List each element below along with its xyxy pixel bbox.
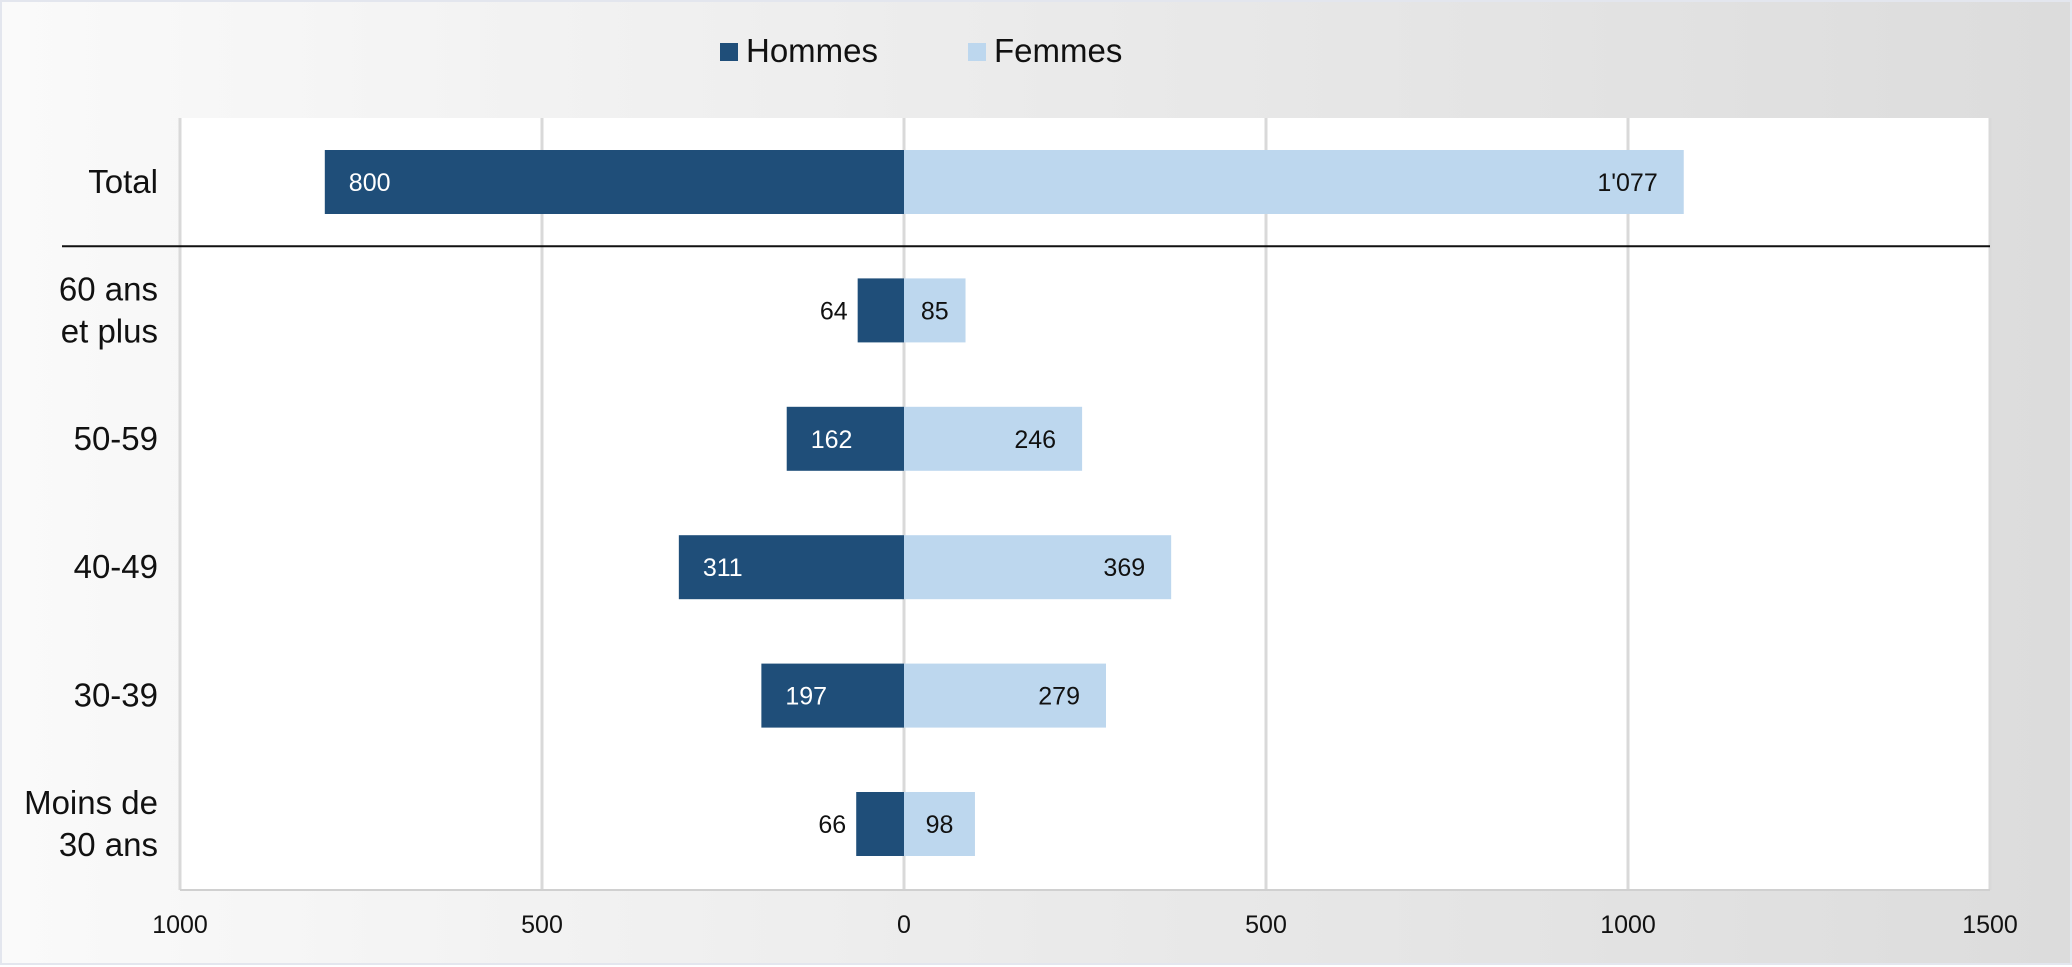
x-tick-label: 0 [897, 911, 911, 939]
x-tick-label: 1000 [1600, 911, 1656, 939]
x-tick-label: 500 [1245, 911, 1287, 939]
bar-hommes [857, 278, 904, 343]
x-tick-label: 1000 [152, 911, 208, 939]
bar-hommes [856, 792, 904, 856]
category-label: Total [88, 163, 158, 200]
data-label-femmes: 279 [1038, 683, 1080, 711]
bar-femmes [904, 278, 966, 343]
bar-femmes [904, 663, 1106, 728]
category-label: Moins de [24, 784, 158, 821]
x-tick-label: 1500 [1962, 911, 2018, 939]
data-label-femmes: 98 [926, 811, 954, 839]
x-tick-label: 500 [521, 911, 563, 939]
data-label-hommes: 197 [785, 683, 827, 711]
plot-area [180, 118, 1990, 890]
bar-hommes [678, 535, 904, 600]
category-label: et plus [61, 312, 158, 349]
data-label-femmes: 369 [1103, 554, 1145, 582]
data-label-femmes: 246 [1014, 426, 1056, 454]
legend-swatch [968, 43, 986, 61]
data-label-hommes: 311 [703, 554, 743, 582]
bar-hommes [786, 406, 904, 471]
category-label: 30 ans [59, 826, 158, 863]
bar-femmes [904, 406, 1083, 471]
data-label-hommes: 64 [820, 297, 848, 325]
bar-hommes [324, 150, 904, 214]
bar-femmes [904, 150, 1684, 214]
bar-femmes [904, 792, 975, 856]
data-label-hommes: 66 [818, 811, 846, 839]
data-label-femmes: 1'077 [1597, 169, 1657, 197]
bar-hommes [761, 663, 904, 728]
category-label: 30-39 [74, 677, 158, 714]
data-label-femmes: 85 [921, 297, 949, 325]
category-label: 60 ans [59, 270, 158, 307]
legend-label: Hommes [746, 32, 878, 69]
legend-label: Femmes [994, 32, 1122, 69]
data-label-hommes: 800 [349, 169, 391, 197]
bar-femmes [904, 535, 1172, 600]
category-label: 40-49 [74, 548, 158, 585]
data-label-hommes: 162 [811, 426, 853, 454]
category-label: 50-59 [74, 420, 158, 457]
legend-swatch [720, 43, 738, 61]
